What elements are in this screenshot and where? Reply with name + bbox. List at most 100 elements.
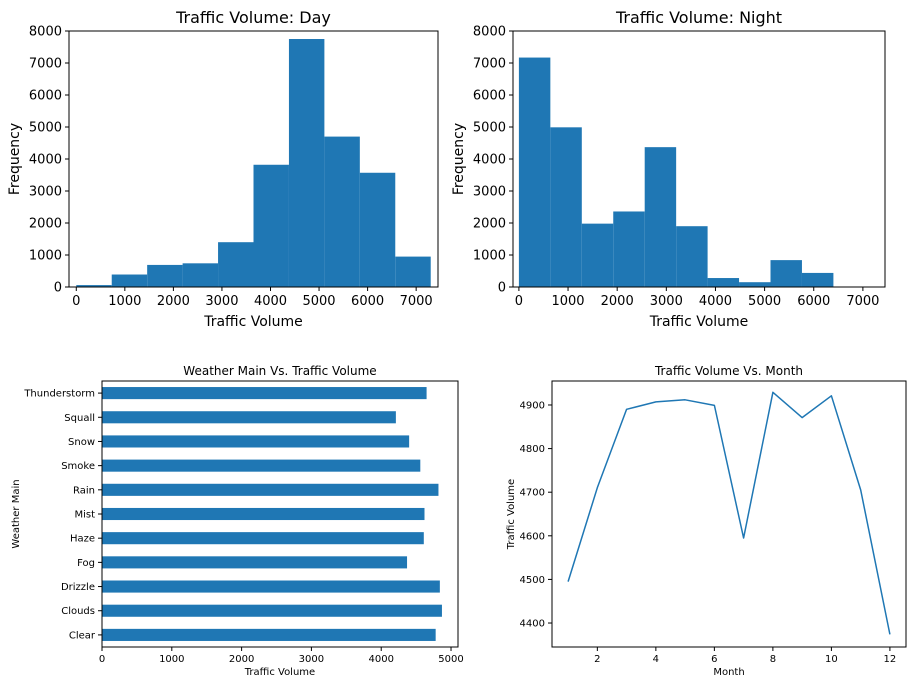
weather-bar <box>102 507 425 521</box>
x-tick-label: 2000 <box>229 654 254 665</box>
y-tick-label: 4000 <box>473 153 506 168</box>
y-tick-label: 8000 <box>29 25 62 40</box>
weather-bar <box>102 435 410 448</box>
y-tick-label: 4700 <box>520 488 545 499</box>
category-label: Haze <box>70 534 95 545</box>
chart-2: 0 1000 2000 3000 4000 5000 6000 7000 0 1000 2000 30… <box>451 8 886 330</box>
histogram-bar <box>218 242 254 287</box>
weather-bar <box>102 628 436 641</box>
chart-3: Clear Clouds Drizzle Fog Haze Mist Rain Smoke Sn… <box>11 364 464 678</box>
category-label: Snow <box>68 437 95 448</box>
y-axis-label: Traffic Volume <box>506 479 517 550</box>
category-label: Mist <box>74 510 95 521</box>
histogram-bar <box>707 278 740 287</box>
category-label: Smoke <box>61 461 95 472</box>
x-tick-label: 2000 <box>157 294 190 309</box>
histogram-bar <box>644 147 677 287</box>
chart-title: Traffic Volume Vs. Month <box>654 364 803 378</box>
x-tick-label: 3000 <box>299 654 324 665</box>
histogram-bar <box>76 285 112 287</box>
x-axis-label: Traffic Volume <box>203 314 303 330</box>
y-tick-label: 0 <box>498 281 506 296</box>
category-label: Thunderstorm <box>23 389 95 400</box>
plot-frame <box>512 30 886 288</box>
weather-bar <box>102 387 427 400</box>
histogram-bar <box>739 282 771 287</box>
x-tick-label: 5000 <box>748 294 781 309</box>
y-tick-label: 6000 <box>29 89 62 104</box>
x-tick-label: 2000 <box>601 294 634 309</box>
y-tick-label: 3000 <box>473 185 506 200</box>
category-label: Clear <box>69 630 96 641</box>
x-axis-label: Month <box>713 667 744 678</box>
histogram-bar <box>770 260 802 287</box>
x-tick-label: 4000 <box>254 294 287 309</box>
chart-title: Weather Main Vs. Traffic Volume <box>183 364 376 378</box>
x-tick-label: 3000 <box>650 294 683 309</box>
histogram-bar <box>324 136 360 287</box>
y-tick-label: 4000 <box>29 153 62 168</box>
x-axis-label: Traffic Volume <box>649 314 749 330</box>
histogram-bar <box>676 226 708 287</box>
x-tick-label: 4000 <box>699 294 732 309</box>
x-tick-label: 3000 <box>205 294 238 309</box>
x-tick-label: 8 <box>770 654 776 665</box>
category-label: Rain <box>73 485 95 496</box>
chart-4: 2 4 6 8 10 12 4400 4500 4600 4700 4800 4900 Month Tra… <box>506 364 907 678</box>
category-label: Drizzle <box>61 582 95 593</box>
y-tick-label: 4600 <box>520 531 545 542</box>
y-tick-label: 4400 <box>520 619 545 630</box>
y-tick-label: 0 <box>54 281 62 296</box>
chart-title: Traffic Volume: Day <box>175 8 331 27</box>
category-label: Squall <box>64 413 95 424</box>
plot-frame <box>101 380 459 648</box>
x-tick-label: 10 <box>825 654 838 665</box>
histogram-bar <box>359 172 396 287</box>
x-tick-label: 0 <box>515 294 523 309</box>
x-tick-label: 6000 <box>351 294 384 309</box>
weather-bar <box>102 604 442 617</box>
histogram-bar <box>518 57 551 288</box>
weather-bar <box>102 556 408 569</box>
y-tick-label: 6000 <box>473 89 506 104</box>
y-axis-label: Frequency <box>451 123 467 195</box>
x-tick-label: 6000 <box>797 294 830 309</box>
category-label: Clouds <box>61 606 95 617</box>
y-axis-label: Frequency <box>7 123 23 195</box>
y-tick-label: 4800 <box>520 444 545 455</box>
histogram-bar <box>182 263 219 287</box>
y-tick-label: 1000 <box>473 249 506 264</box>
x-tick-label: 1000 <box>159 654 184 665</box>
traffic-line <box>567 391 891 635</box>
x-tick-label: 1000 <box>108 294 141 309</box>
x-tick-label: 5000 <box>438 654 463 665</box>
y-tick-label: 4900 <box>520 400 545 411</box>
x-axis-label: Traffic Volume <box>244 667 315 678</box>
plot-frame <box>68 30 439 288</box>
y-tick-label: 2000 <box>473 217 506 232</box>
chart-title: Traffic Volume: Night <box>615 8 782 27</box>
plot-frame <box>551 380 907 648</box>
x-tick-label: 0 <box>72 294 80 309</box>
y-tick-label: 4500 <box>520 575 545 586</box>
y-tick-label: 5000 <box>29 121 62 136</box>
x-tick-label: 1000 <box>551 294 584 309</box>
weather-bar <box>102 532 424 545</box>
x-tick-label: 7000 <box>400 294 433 309</box>
y-tick-label: 7000 <box>29 57 62 72</box>
x-tick-label: 6 <box>711 654 717 665</box>
histogram-bar <box>288 39 325 287</box>
x-tick-label: 4000 <box>368 654 393 665</box>
x-tick-label: 4 <box>653 654 659 665</box>
weather-bar <box>102 580 440 593</box>
y-tick-label: 2000 <box>29 217 62 232</box>
weather-bar <box>102 483 439 496</box>
histogram-bar <box>395 256 431 287</box>
histogram-bar <box>550 127 582 287</box>
x-tick-label: 5000 <box>302 294 335 309</box>
x-tick-label: 7000 <box>846 294 879 309</box>
x-tick-label: 2 <box>594 654 600 665</box>
y-tick-label: 7000 <box>473 57 506 72</box>
y-axis-label: Weather Main <box>11 479 22 548</box>
